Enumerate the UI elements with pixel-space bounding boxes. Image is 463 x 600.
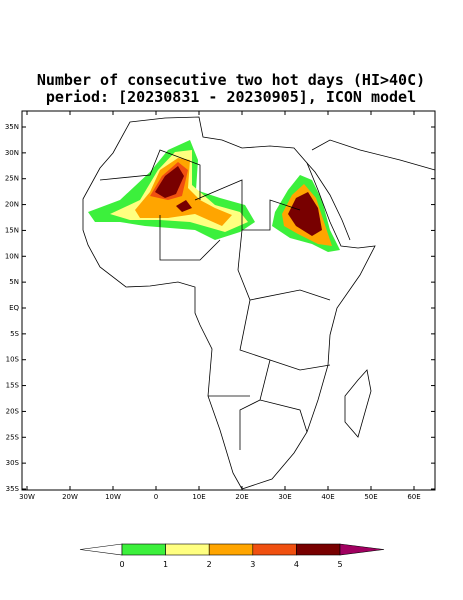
lat-label: 15N — [5, 226, 19, 234]
colorbar-label: 4 — [294, 560, 299, 569]
lon-label: 30W — [19, 493, 35, 501]
colorbar-box — [208, 543, 254, 556]
coastlines — [82, 116, 436, 490]
colorbar-label: 1 — [163, 560, 168, 569]
lon-label: 0 — [154, 493, 158, 501]
lon-axis: 30W 20W 10W 0 10E 20E 30E 40E 50E 60E — [19, 111, 421, 501]
lon-label: 40E — [321, 493, 334, 501]
lat-label: 10S — [6, 356, 20, 364]
lon-label: 50E — [364, 493, 377, 501]
lon-label: 20E — [235, 493, 248, 501]
lat-label: 5N — [9, 278, 19, 286]
colorbar: 0 1 2 3 4 5 — [79, 543, 385, 569]
lat-label: 30S — [6, 459, 20, 467]
colorbar-label: 2 — [207, 560, 212, 569]
colorbar-box — [252, 543, 297, 556]
lat-axis: 35N 30N 25N 20N 15N 10N 5N EQ 5S 10S 15S 20S 25S 30S 3… — [5, 123, 435, 493]
lat-label: 35S — [6, 485, 20, 493]
lat-label: EQ — [9, 304, 19, 312]
colorbar-label: 5 — [337, 560, 342, 569]
lon-label: 10E — [192, 493, 205, 501]
colorbar-box — [121, 543, 166, 556]
hot-day-field — [88, 140, 340, 252]
title-line: period: [20230831 - 20230905], ICON mode… — [46, 88, 416, 106]
lat-label: 35N — [5, 123, 19, 131]
lat-label: 20S — [6, 407, 20, 415]
title-line: Number of consecutive two hot days (HI>4… — [37, 71, 425, 89]
colorbar-label: 3 — [250, 560, 255, 569]
colorbar-end — [79, 543, 123, 556]
lat-label: 20N — [5, 201, 19, 209]
map-frame — [21, 110, 436, 491]
lat-label: 25N — [5, 175, 19, 183]
lon-label: 10W — [105, 493, 121, 501]
colorbar-box — [165, 543, 210, 556]
lat-label: 25S — [6, 433, 20, 441]
lon-label: 30E — [278, 493, 291, 501]
colorbar-box — [296, 543, 341, 556]
lat-label: 30N — [5, 149, 19, 157]
lat-label: 10N — [5, 252, 19, 260]
lon-label: 60E — [407, 493, 420, 501]
lon-label: 20W — [62, 493, 78, 501]
lat-label: 15S — [6, 382, 20, 390]
colorbar-end — [339, 543, 385, 556]
colorbar-label: 0 — [119, 560, 124, 569]
lat-label: 5S — [10, 330, 19, 338]
